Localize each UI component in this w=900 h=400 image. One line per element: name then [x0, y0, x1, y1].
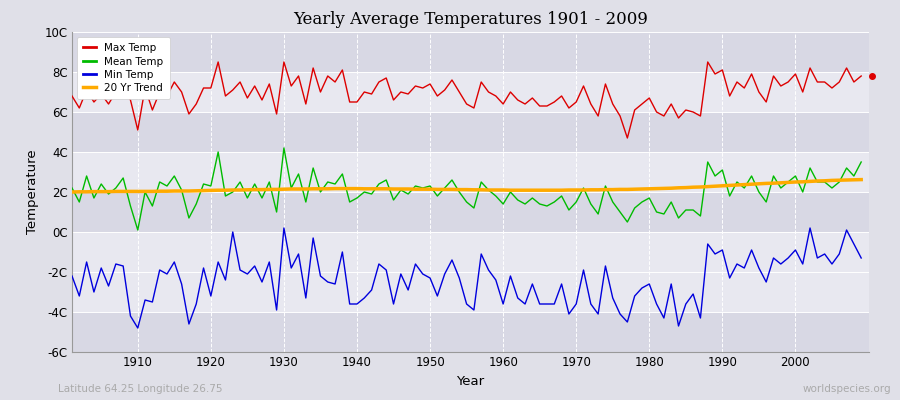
Title: Yearly Average Temperatures 1901 - 2009: Yearly Average Temperatures 1901 - 2009 — [292, 11, 648, 28]
Legend: Max Temp, Mean Temp, Min Temp, 20 Yr Trend: Max Temp, Mean Temp, Min Temp, 20 Yr Tre… — [77, 37, 170, 99]
Bar — [72, 192, 868, 232]
Y-axis label: Temperature: Temperature — [26, 150, 40, 234]
X-axis label: Year: Year — [456, 375, 484, 388]
Text: Latitude 64.25 Longitude 26.75: Latitude 64.25 Longitude 26.75 — [58, 384, 223, 394]
Bar — [72, 32, 868, 72]
Bar — [72, 112, 868, 152]
Text: worldspecies.org: worldspecies.org — [803, 384, 891, 394]
Bar — [72, 312, 868, 352]
